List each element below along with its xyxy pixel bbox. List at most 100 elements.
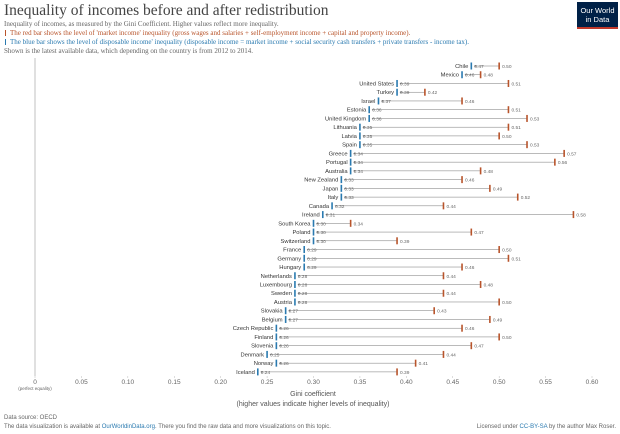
disposable-bar — [368, 106, 370, 114]
x-tick-label: 0.05 — [75, 379, 88, 386]
x-tick-label: 0.45 — [446, 379, 459, 386]
country-label: Lithuania — [333, 125, 357, 131]
disposable-bar — [275, 342, 278, 350]
country-label: Spain — [342, 143, 357, 149]
market-bar — [498, 246, 500, 254]
blue-note: The blue bar shows the level of disposab… — [10, 38, 469, 46]
country-label: Sweden — [271, 291, 292, 297]
disposable-label: 0.28 — [298, 291, 308, 297]
disposable-label: 0.32 — [335, 204, 345, 210]
market-label: 0.53 — [530, 143, 540, 149]
market-bar — [470, 228, 473, 236]
x-tick-label: 0.55 — [539, 379, 552, 386]
x-tick-label: 0.50 — [493, 379, 506, 386]
disposable-bar — [312, 237, 315, 245]
footer-text: Licensed under — [477, 424, 520, 430]
market-bar — [349, 219, 352, 227]
market-bar — [461, 324, 463, 332]
country-label: South Korea — [278, 221, 311, 227]
source: Data source: OECD — [4, 415, 58, 421]
market-bar — [498, 298, 500, 306]
country-label: Norway — [254, 361, 274, 367]
country-label: New Zealand — [304, 178, 338, 184]
disposable-bar — [349, 158, 352, 166]
market-bar — [470, 342, 473, 350]
market-label: 0.50 — [502, 335, 512, 341]
disposable-bar — [312, 228, 315, 236]
market-label: 0.51 — [511, 125, 521, 131]
subtitle: Inequality of incomes, as measured by th… — [4, 20, 279, 28]
red-note-marker — [5, 30, 6, 36]
disposable-label: 0.33 — [344, 178, 354, 184]
market-bar — [526, 114, 528, 122]
logo[interactable]: Our World in Data — [577, 2, 618, 29]
market-bar — [498, 132, 500, 140]
disposable-label: 0.36 — [372, 108, 382, 114]
disposable-bar — [284, 307, 287, 315]
disposable-bar — [331, 202, 333, 210]
market-bar — [442, 350, 445, 358]
disposable-bar — [312, 219, 315, 227]
market-label: 0.50 — [502, 134, 512, 140]
disposable-label: 0.34 — [354, 169, 364, 175]
market-label: 0.34 — [354, 221, 364, 227]
market-bar — [507, 106, 510, 114]
country-label: Latvia — [341, 134, 357, 140]
market-bar — [479, 71, 482, 79]
market-bar — [563, 149, 565, 157]
disposable-bar — [340, 176, 343, 184]
country-label: Mexico — [441, 73, 459, 79]
disposable-label: 0.26 — [279, 335, 289, 341]
blue-note-marker — [5, 39, 6, 45]
coverage-note: Shown is the latest available data, whic… — [4, 47, 253, 55]
market-bar — [507, 254, 510, 262]
market-label: 0.47 — [474, 344, 484, 350]
disposable-label: 0.26 — [279, 326, 289, 332]
license-link[interactable]: CC-BY-SA — [520, 424, 548, 430]
disposable-label: 0.33 — [344, 195, 354, 201]
disposable-label: 0.29 — [307, 256, 317, 262]
market-bar — [489, 315, 491, 323]
market-bar — [507, 79, 510, 87]
logo-text: Our World — [580, 6, 614, 15]
market-label: 0.51 — [511, 81, 521, 87]
market-label: 0.44 — [446, 274, 456, 280]
country-label: Luxembourg — [260, 283, 292, 289]
disposable-bar — [303, 254, 306, 262]
disposable-label: 0.34 — [354, 151, 364, 157]
disposable-bar — [349, 167, 352, 175]
disposable-bar — [275, 333, 278, 341]
market-label: 0.43 — [437, 309, 447, 315]
country-label: Slovenia — [251, 344, 274, 350]
x-tick-label: 0.40 — [400, 379, 413, 386]
market-label: 0.51 — [511, 108, 521, 114]
disposable-label: 0.30 — [317, 239, 327, 245]
country-label: Australia — [325, 169, 348, 175]
disposable-bar — [275, 324, 278, 332]
disposable-bar — [321, 211, 324, 219]
country-label: Hungary — [279, 265, 301, 271]
market-label: 0.46 — [465, 326, 475, 332]
market-label: 0.50 — [502, 300, 512, 306]
disposable-bar — [470, 62, 473, 70]
market-bar — [479, 167, 482, 175]
country-label: Japan — [323, 186, 339, 192]
disposable-label: 0.24 — [261, 370, 271, 376]
market-label: 0.44 — [446, 291, 456, 297]
market-bar — [572, 211, 575, 219]
x-tick-label: 0.60 — [586, 379, 599, 386]
country-label: Austria — [274, 300, 293, 306]
market-bar — [461, 263, 463, 271]
market-label: 0.39 — [400, 370, 410, 376]
disposable-bar — [257, 368, 259, 376]
disposable-bar — [266, 350, 268, 358]
disposable-bar — [461, 71, 463, 79]
market-label: 0.47 — [474, 230, 484, 236]
disposable-label: 0.28 — [298, 300, 308, 306]
country-label: Turkey — [377, 90, 395, 96]
x-tick-label: 0 — [33, 379, 37, 386]
footer-link[interactable]: OurWorldinData.org — [102, 424, 155, 430]
disposable-label: 0.47 — [474, 64, 484, 70]
x-tick-label: 0.10 — [122, 379, 135, 386]
country-label: Ireland — [302, 213, 320, 219]
